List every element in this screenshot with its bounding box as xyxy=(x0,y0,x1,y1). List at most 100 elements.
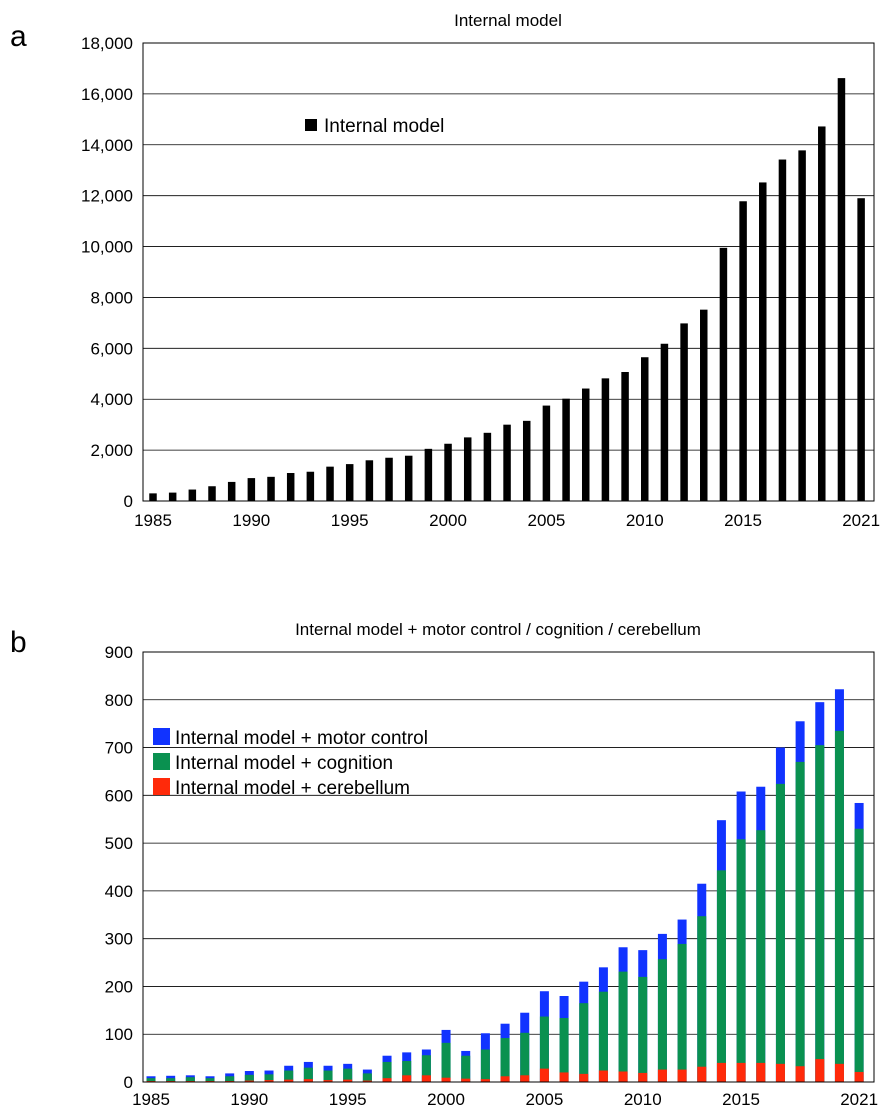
bar-2020-cerebellum xyxy=(834,1063,844,1082)
bar-1991 xyxy=(267,476,275,501)
bar-2012 xyxy=(680,323,688,501)
bar-2014-cerebellum xyxy=(716,1062,726,1082)
bar-1997 xyxy=(385,457,393,501)
bar-1986-cognition xyxy=(166,1078,176,1082)
legend-label-cognition: Internal model + cognition xyxy=(175,753,393,774)
bar-2015-cerebellum xyxy=(736,1062,746,1082)
bar-2000 xyxy=(444,443,452,501)
bar-1987-cognition xyxy=(185,1077,195,1082)
bar-2010-cognition xyxy=(638,976,648,1082)
x-tick-label: 2010 xyxy=(626,511,664,530)
bar-1998-cerebellum xyxy=(402,1075,412,1082)
bar-2016-cerebellum xyxy=(756,1062,766,1082)
bar-2007-cerebellum xyxy=(579,1073,589,1082)
bar-2018-cognition xyxy=(795,761,805,1082)
bar-2012-cerebellum xyxy=(677,1069,687,1082)
y-tick-label: 12,000 xyxy=(81,187,133,206)
x-tick-label: 2000 xyxy=(429,511,467,530)
bar-1990 xyxy=(247,478,256,501)
bar-2003-cognition xyxy=(500,1038,510,1082)
bar-1995-cerebellum xyxy=(343,1079,353,1082)
y-tick-label: 800 xyxy=(105,691,133,710)
y-tick-label: 200 xyxy=(105,977,133,996)
bar-2009-cognition xyxy=(618,971,628,1082)
bar-2011-cerebellum xyxy=(657,1069,667,1082)
bar-2002 xyxy=(483,432,492,501)
bar-1993-cerebellum xyxy=(303,1079,313,1082)
x-tick-label: 2005 xyxy=(527,511,565,530)
bar-1992 xyxy=(286,473,295,501)
bar-2011-cognition xyxy=(657,959,667,1082)
panel-b-x-tick-labels: 1985 1990 1995 2000 2005 2010 2015 2021 xyxy=(132,1090,878,1109)
bar-1997-cognition xyxy=(382,1061,392,1082)
legend-swatch-cognition xyxy=(153,753,170,770)
bar-1988 xyxy=(208,486,216,501)
y-tick-label: 300 xyxy=(105,930,133,949)
bar-2017-cerebellum xyxy=(775,1063,785,1082)
bar-2001-cerebellum xyxy=(461,1078,471,1082)
x-tick-label: 1995 xyxy=(329,1090,367,1109)
bar-1987 xyxy=(188,489,197,501)
bar-2013-cerebellum xyxy=(697,1066,707,1082)
bar-1995 xyxy=(345,464,354,501)
y-tick-label: 2,000 xyxy=(90,441,133,460)
y-tick-label: 900 xyxy=(105,643,133,662)
bar-2018 xyxy=(798,150,806,501)
bar-1991-cerebellum xyxy=(264,1080,274,1082)
bar-2014 xyxy=(719,247,728,501)
panel-b-letter: b xyxy=(10,626,27,659)
bar-2009-cerebellum xyxy=(618,1071,628,1082)
x-tick-label: 2021 xyxy=(842,511,880,530)
y-tick-label: 0 xyxy=(124,492,133,511)
bar-2015-cognition xyxy=(736,839,746,1082)
y-tick-label: 600 xyxy=(105,786,133,805)
bar-2003 xyxy=(503,424,511,501)
legend-swatch-motor-control xyxy=(153,728,170,745)
bar-1994-cerebellum xyxy=(323,1080,333,1082)
bar-2002-cerebellum xyxy=(480,1079,490,1082)
x-tick-label: 1985 xyxy=(132,1090,170,1109)
bar-2008-cognition xyxy=(598,991,608,1082)
x-tick-label: 1990 xyxy=(232,511,270,530)
bar-2018-cerebellum xyxy=(795,1066,805,1082)
bar-1990-cognition xyxy=(244,1074,254,1082)
bar-2020-cognition xyxy=(834,730,844,1082)
panel-b-legend: Internal model + motor control Internal … xyxy=(153,728,428,799)
bar-2006-cerebellum xyxy=(559,1072,569,1082)
bar-1985-cognition xyxy=(146,1078,156,1082)
x-tick-label: 2005 xyxy=(525,1090,563,1109)
panel-a-legend-swatch xyxy=(305,119,317,131)
bar-1996 xyxy=(365,460,374,501)
y-tick-label: 18,000 xyxy=(81,34,133,53)
bar-2005 xyxy=(542,405,551,501)
x-tick-label: 2015 xyxy=(724,511,762,530)
y-tick-label: 400 xyxy=(105,882,133,901)
bar-2014-cognition xyxy=(716,870,726,1082)
bar-2009 xyxy=(621,371,629,501)
panel-b-plot-frame xyxy=(142,651,875,1083)
panel-a-gridlines xyxy=(143,93,874,451)
bar-2021-cerebellum xyxy=(854,1071,864,1082)
bar-2019-cerebellum xyxy=(815,1059,825,1082)
bar-2010 xyxy=(641,357,649,501)
bar-2001 xyxy=(463,437,472,501)
legend-swatch-cerebellum xyxy=(153,778,170,795)
y-tick-label: 16,000 xyxy=(81,85,133,104)
bar-1998-cognition xyxy=(402,1060,412,1082)
panel-a-bars xyxy=(149,78,865,502)
panel-a: a Internal model 0 2,000 4,000 6,000 8,000 10… xyxy=(10,11,880,530)
y-tick-label: 6,000 xyxy=(90,339,133,358)
panel-b-y-tick-labels: 0 100 200 300 400 500 600 700 800 900 xyxy=(105,643,133,1092)
bar-2004 xyxy=(522,420,531,501)
y-tick-label: 8,000 xyxy=(90,288,133,307)
bar-1990-cerebellum xyxy=(244,1080,254,1082)
bar-2011 xyxy=(660,343,669,501)
y-tick-label: 100 xyxy=(105,1025,133,1044)
x-tick-label: 1995 xyxy=(331,511,369,530)
bar-2007-cognition xyxy=(579,1003,589,1082)
y-tick-label: 0 xyxy=(124,1073,133,1092)
y-tick-label: 14,000 xyxy=(81,136,133,155)
bar-2015 xyxy=(739,201,747,501)
y-tick-label: 700 xyxy=(105,739,133,758)
panel-b-title: Internal model + motor control / cogniti… xyxy=(295,620,701,639)
